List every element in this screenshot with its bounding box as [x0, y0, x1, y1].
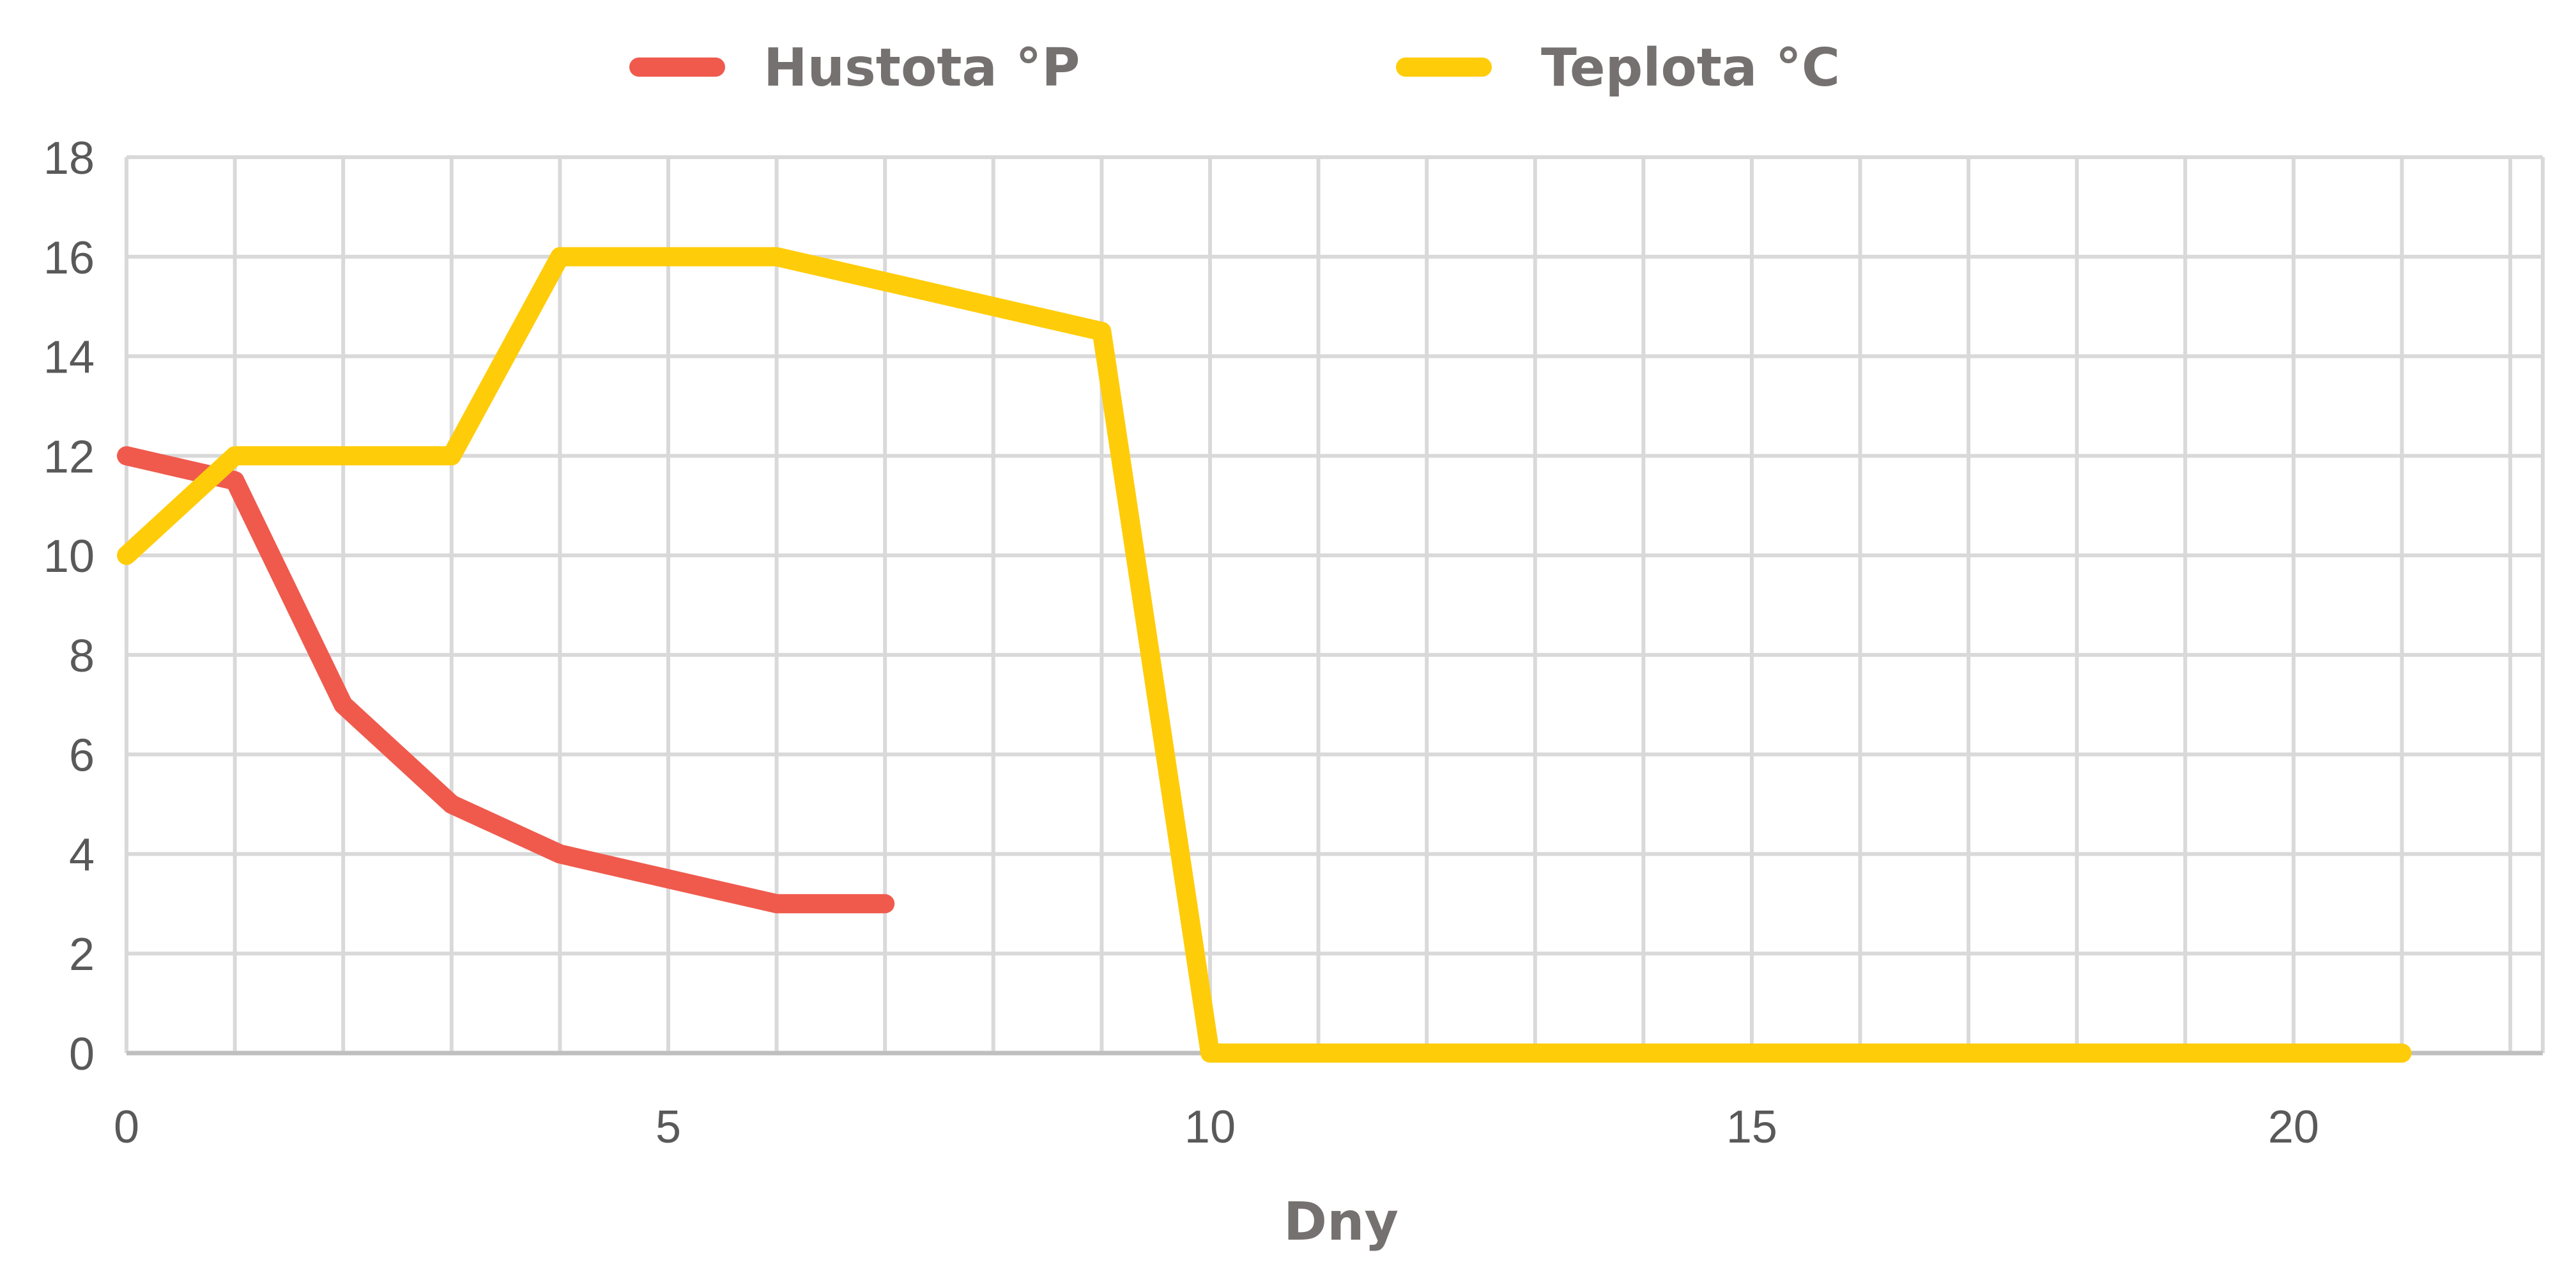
legend: Hustota °P Teplota °C	[629, 38, 1840, 98]
y-tick-label: 8	[69, 631, 95, 682]
legend-label-1: Hustota °P	[763, 38, 1080, 98]
x-tick-label: 5	[656, 1102, 681, 1153]
x-tick-label: 20	[2268, 1102, 2319, 1153]
y-tick-label: 16	[43, 233, 95, 284]
series-lines	[117, 247, 2412, 1063]
grid	[125, 155, 2545, 1055]
x-tick-label: 15	[1726, 1102, 1777, 1153]
y-tick-label: 10	[43, 531, 95, 582]
y-tick-label: 4	[69, 829, 95, 881]
axis-labels: 0 2 4 6 8 10 12 14 16 18 0 5 10 15 20 Dny	[43, 133, 2319, 1252]
x-axis-title: Dny	[1284, 1192, 1399, 1252]
y-tick-label: 0	[69, 1029, 95, 1080]
y-tick-label: 6	[69, 730, 95, 781]
y-tick-label: 2	[69, 929, 95, 980]
x-tick-label: 0	[114, 1102, 139, 1153]
x-tick-label: 10	[1184, 1102, 1236, 1153]
series-line-2	[117, 247, 2412, 1063]
legend-label-2: Teplota °C	[1541, 38, 1840, 98]
y-tick-label: 14	[43, 332, 95, 383]
y-tick-label: 18	[43, 133, 95, 184]
y-tick-label: 12	[43, 431, 95, 482]
series-line-1	[117, 446, 895, 914]
